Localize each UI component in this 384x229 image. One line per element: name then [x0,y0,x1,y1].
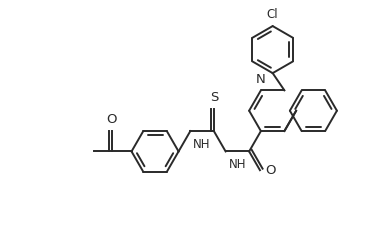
Text: O: O [106,113,117,126]
Text: N: N [256,73,266,86]
Text: NH: NH [194,138,211,150]
Text: NH: NH [228,158,246,171]
Text: S: S [210,91,218,104]
Text: Cl: Cl [267,8,278,21]
Text: O: O [265,164,275,177]
